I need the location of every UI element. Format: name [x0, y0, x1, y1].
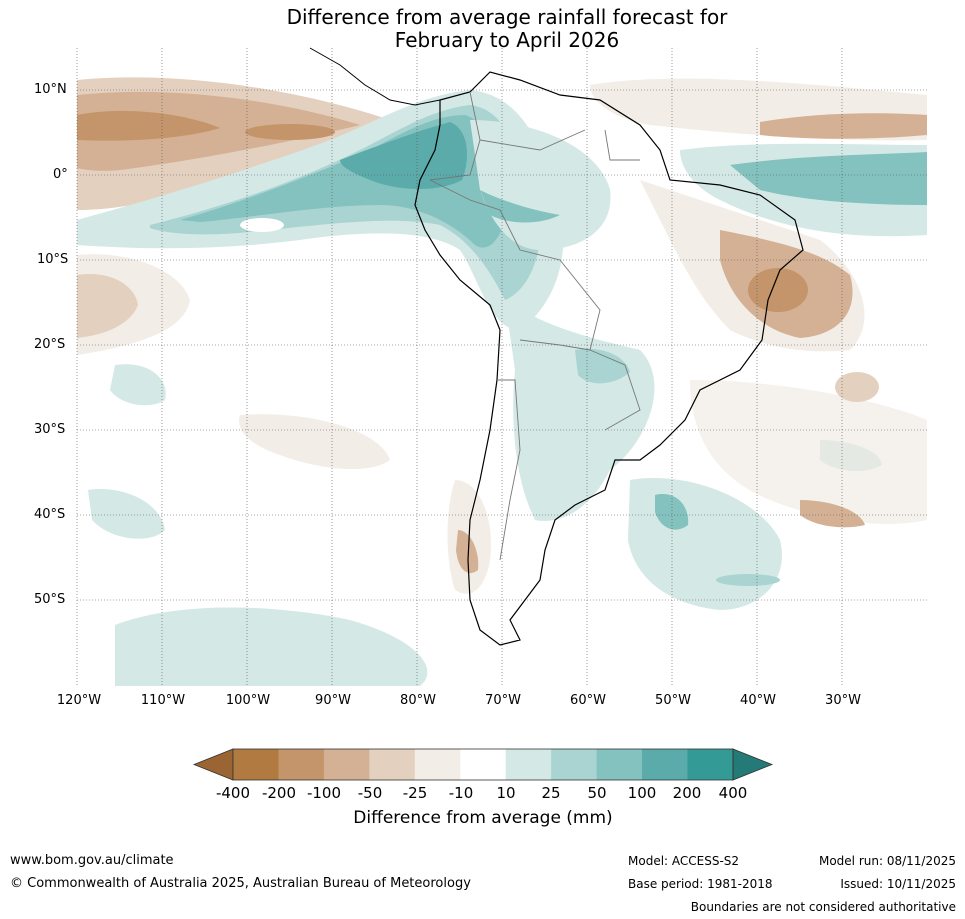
issued-text: Issued: 10/11/2025: [840, 877, 956, 891]
colorbar-title: Difference from average (mm): [353, 808, 613, 828]
wet-south-america: [505, 300, 655, 521]
colorbar-tick-label: -25: [402, 784, 428, 802]
lon-label-80w: 80°W: [400, 693, 436, 708]
lon-label-90w: 90°W: [315, 693, 351, 708]
colorbar-tick-label: -200: [261, 784, 297, 802]
dry-patch-atlantic3: [835, 372, 879, 402]
wet-core-atlantic: [730, 152, 927, 205]
model-text: Model: ACCESS-S2: [628, 854, 740, 868]
dry-south-atlantic: [690, 380, 927, 524]
colorbar-swatch: [278, 749, 325, 780]
wet-south-pacific3: [115, 607, 428, 686]
colorbar-extend-low: [192, 748, 234, 781]
lon-label-120w: 120°W: [56, 693, 102, 708]
lat-label-50s: 50°S: [34, 592, 66, 607]
colorbar: [192, 748, 774, 781]
colorbar-frame: [232, 748, 734, 781]
wet-core-south-atlantic: [655, 494, 689, 530]
colorbar-tick-label: 25: [541, 784, 561, 802]
dry-max-north: [77, 110, 220, 141]
wet-max-pacific: [340, 122, 467, 189]
colorbar-tick-label: -400: [215, 784, 251, 802]
lat-label-0: 0°: [53, 167, 68, 182]
colorbar-swatch: [233, 749, 279, 780]
country-borders: [429, 91, 641, 561]
colorbar-tick-label: 50: [587, 784, 607, 802]
colorbar-extend-high: [732, 748, 774, 781]
lat-label-10s: 10°S: [37, 252, 69, 267]
dry-core-north: [77, 91, 360, 171]
copyright-text: © Commonwealth of Australia 2025, Austra…: [10, 876, 471, 891]
wet-south-atlantic: [628, 478, 782, 610]
wet-south-pacific: [110, 364, 166, 406]
wet-core-s-america: [575, 348, 630, 384]
lon-label-100w: 100°W: [225, 693, 271, 708]
colorbar-tick-label: 200: [672, 784, 702, 802]
central-america-coastline: [309, 47, 441, 106]
lat-label-40s: 40°S: [34, 507, 66, 522]
colorbar-swatch: [414, 749, 461, 780]
rainfall-anomaly-shading: [77, 77, 927, 686]
colorbar-swatch: [687, 749, 734, 780]
dry-core-south-atlantic2: [800, 500, 865, 528]
lon-label-40w: 40°W: [740, 693, 776, 708]
map-title-line1: Difference from average rainfall forecas…: [286, 5, 728, 29]
colorbar-tick-label: 400: [718, 784, 748, 802]
colorbar-tick-label: 100: [627, 784, 657, 802]
website-link[interactable]: www.bom.gov.au/climate: [10, 853, 174, 868]
dry-patch-north2: [245, 124, 335, 140]
lon-label-50w: 50°W: [655, 693, 691, 708]
colorbar-swatch: [460, 749, 507, 780]
dry-hole-pacific: [240, 218, 284, 232]
colorbar-swatch: [323, 749, 370, 780]
graticule: [76, 48, 927, 686]
lon-label-60w: 60°W: [570, 693, 606, 708]
south-america-coastline: [414, 71, 804, 646]
wet-amazon-core: [480, 190, 560, 223]
lon-label-110w: 110°W: [140, 693, 186, 708]
colorbar-swatch: [551, 749, 598, 780]
lat-label-30s: 30°S: [34, 422, 66, 437]
wet-patch-atlantic: [716, 574, 780, 586]
colorbar-tick-label: -50: [357, 784, 383, 802]
colorbar-swatch: [642, 749, 688, 780]
dry-south-pacific2: [239, 414, 390, 470]
colorbar-tick-label: -10: [448, 784, 474, 802]
colorbar-tick-label: 10: [496, 784, 516, 802]
dry-core-south-pacific: [77, 274, 138, 338]
model-run-text: Model run: 08/11/2025: [818, 854, 956, 868]
wet-south-pacific2: [88, 489, 165, 539]
colorbar-swatch: [596, 749, 643, 780]
lon-label-70w: 70°W: [485, 693, 521, 708]
colorbar-tick-label: -100: [306, 784, 342, 802]
disclaimer-text: Boundaries are not considered authoritat…: [690, 900, 956, 914]
lat-label-10n: 10°N: [34, 82, 67, 97]
map-title-line2: February to April 2026: [394, 28, 620, 52]
colorbar-swatch: [369, 749, 416, 780]
base-period-text: Base period: 1981-2018: [628, 877, 773, 891]
dry-core-patagonia: [456, 530, 479, 574]
colorbar-swatch: [505, 749, 552, 780]
dry-max-ne-brazil: [748, 268, 808, 312]
dry-core-atlantic: [760, 113, 927, 139]
lat-label-20s: 20°S: [34, 337, 66, 352]
lon-label-30w: 30°W: [825, 693, 861, 708]
